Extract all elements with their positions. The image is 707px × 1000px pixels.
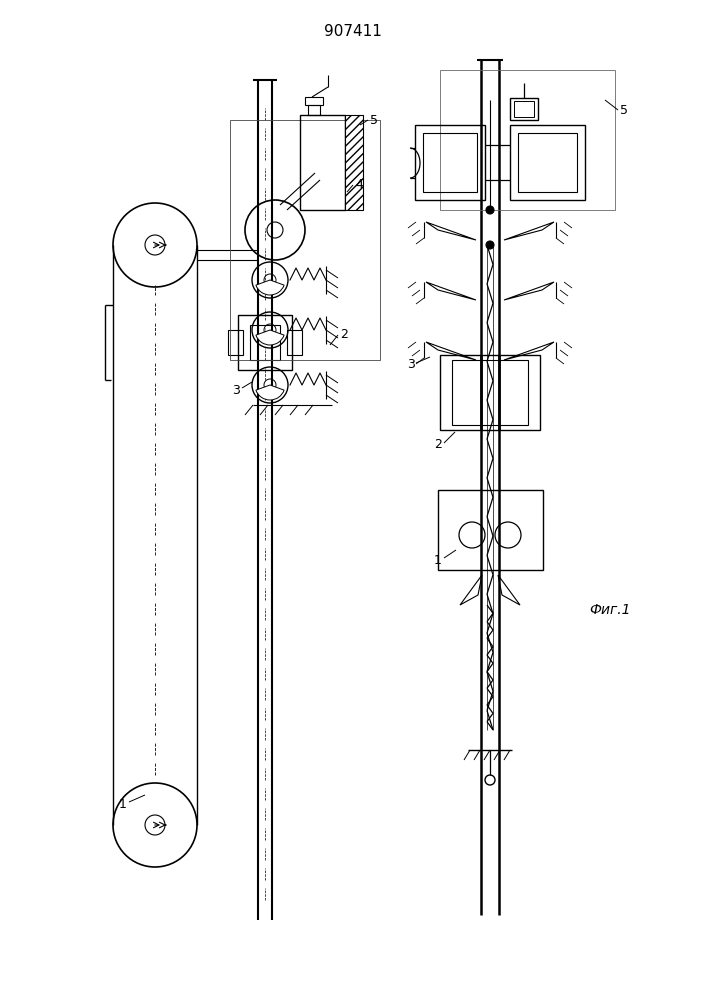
- Bar: [345, 115, 363, 210]
- Text: 3: 3: [407, 359, 415, 371]
- Text: 2: 2: [434, 438, 442, 452]
- Bar: [423, 133, 477, 192]
- Wedge shape: [256, 330, 284, 345]
- Bar: [452, 360, 528, 425]
- Circle shape: [486, 241, 494, 249]
- Bar: [287, 330, 302, 355]
- Circle shape: [486, 206, 494, 214]
- Text: 1: 1: [119, 798, 127, 812]
- Bar: [440, 70, 615, 210]
- Bar: [308, 105, 320, 115]
- Text: 5: 5: [370, 113, 378, 126]
- Bar: [238, 315, 292, 370]
- Text: 2: 2: [340, 328, 348, 342]
- Bar: [510, 98, 538, 120]
- Wedge shape: [256, 385, 284, 400]
- Bar: [228, 330, 243, 355]
- Text: 5: 5: [620, 104, 628, 116]
- Bar: [518, 133, 577, 192]
- Bar: [415, 125, 485, 200]
- Text: 4: 4: [355, 178, 363, 192]
- Bar: [440, 355, 540, 430]
- Bar: [300, 115, 345, 210]
- Text: Фиг.1: Фиг.1: [589, 603, 631, 617]
- Text: 1: 1: [434, 554, 442, 566]
- Bar: [305, 97, 323, 105]
- Bar: [510, 125, 585, 200]
- Bar: [250, 325, 280, 360]
- Bar: [514, 101, 534, 117]
- Bar: [438, 490, 543, 570]
- Text: 3: 3: [232, 383, 240, 396]
- Text: 907411: 907411: [324, 24, 382, 39]
- Bar: [230, 120, 380, 360]
- Wedge shape: [256, 280, 284, 295]
